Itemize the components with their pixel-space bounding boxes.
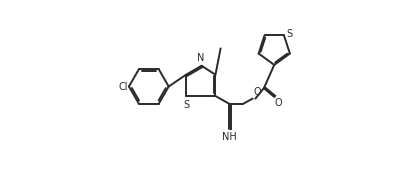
Text: NH: NH [222, 132, 236, 142]
Text: Cl: Cl [118, 81, 128, 92]
Text: S: S [183, 100, 189, 110]
Text: S: S [286, 29, 293, 39]
Text: O: O [253, 87, 261, 97]
Text: O: O [275, 98, 283, 108]
Text: N: N [196, 53, 204, 63]
